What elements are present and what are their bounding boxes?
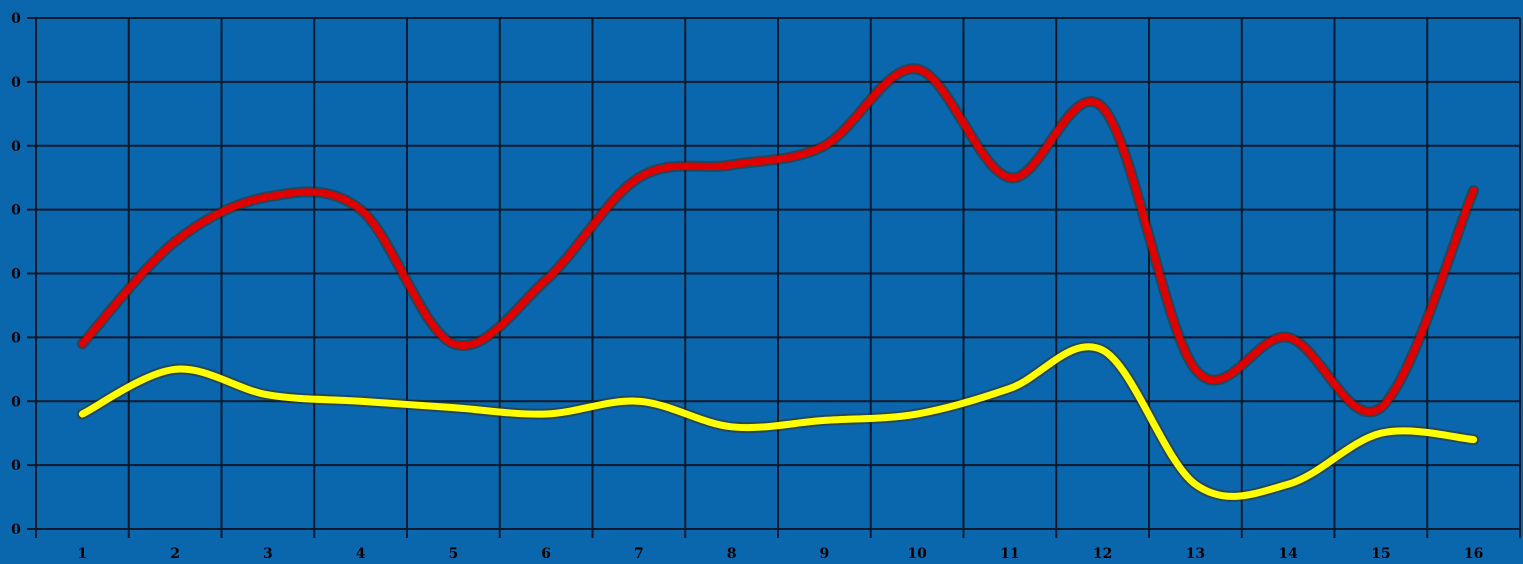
data-point (1380, 407, 1382, 409)
data-point (174, 368, 176, 370)
data-point (1009, 387, 1011, 389)
y-tick-label: 0 (11, 11, 21, 27)
data-point (1287, 483, 1289, 485)
x-tick-label: 16 (1464, 546, 1483, 562)
data-point (81, 343, 83, 345)
data-point (452, 407, 454, 409)
x-tick-label: 10 (907, 546, 927, 562)
x-tick-label: 8 (727, 546, 737, 562)
x-tick-label: 9 (820, 546, 830, 562)
data-point (1380, 432, 1382, 434)
data-point (1473, 439, 1475, 441)
x-tick-label: 4 (356, 546, 366, 562)
x-tick-label: 3 (263, 546, 273, 562)
y-tick-label: 0 (11, 522, 21, 538)
data-point (174, 241, 176, 243)
data-point (360, 209, 362, 211)
x-tick-label: 14 (1278, 546, 1298, 562)
data-point (1009, 177, 1011, 179)
data-point (731, 426, 733, 428)
x-tick-label: 5 (449, 546, 459, 562)
data-point (823, 419, 825, 421)
data-point (1194, 483, 1196, 485)
data-point (916, 413, 918, 415)
data-point (267, 196, 269, 198)
data-point (1473, 189, 1475, 191)
data-point (1194, 368, 1196, 370)
x-tick-label: 6 (541, 546, 551, 562)
y-tick-label: 0 (11, 139, 21, 155)
data-point (452, 343, 454, 345)
x-tick-label: 12 (1093, 546, 1112, 562)
x-tick-label: 2 (170, 546, 180, 562)
y-tick-label: 0 (11, 330, 21, 346)
data-point (1102, 349, 1104, 351)
data-point (360, 400, 362, 402)
y-tick-label: 0 (11, 203, 21, 219)
data-point (638, 400, 640, 402)
series-line-1 (78, 65, 1478, 416)
data-point (731, 164, 733, 166)
data-point (545, 279, 547, 281)
series-line-2 (78, 343, 1478, 500)
data-point (823, 145, 825, 147)
x-tick-label: 11 (1000, 546, 1019, 562)
y-tick-label: 0 (11, 267, 21, 283)
data-point (916, 68, 918, 70)
data-point (545, 413, 547, 415)
x-tick-label: 1 (78, 546, 88, 562)
y-tick-label: 0 (11, 394, 21, 410)
data-point (81, 413, 83, 415)
x-tick-label: 13 (1186, 546, 1205, 562)
data-point (267, 394, 269, 396)
x-tick-label: 15 (1371, 546, 1390, 562)
data-point (638, 177, 640, 179)
data-point (1102, 106, 1104, 108)
x-tick-label: 7 (634, 546, 644, 562)
data-point (1287, 336, 1289, 338)
y-tick-label: 0 (11, 75, 21, 91)
y-tick-label: 0 (11, 458, 21, 474)
